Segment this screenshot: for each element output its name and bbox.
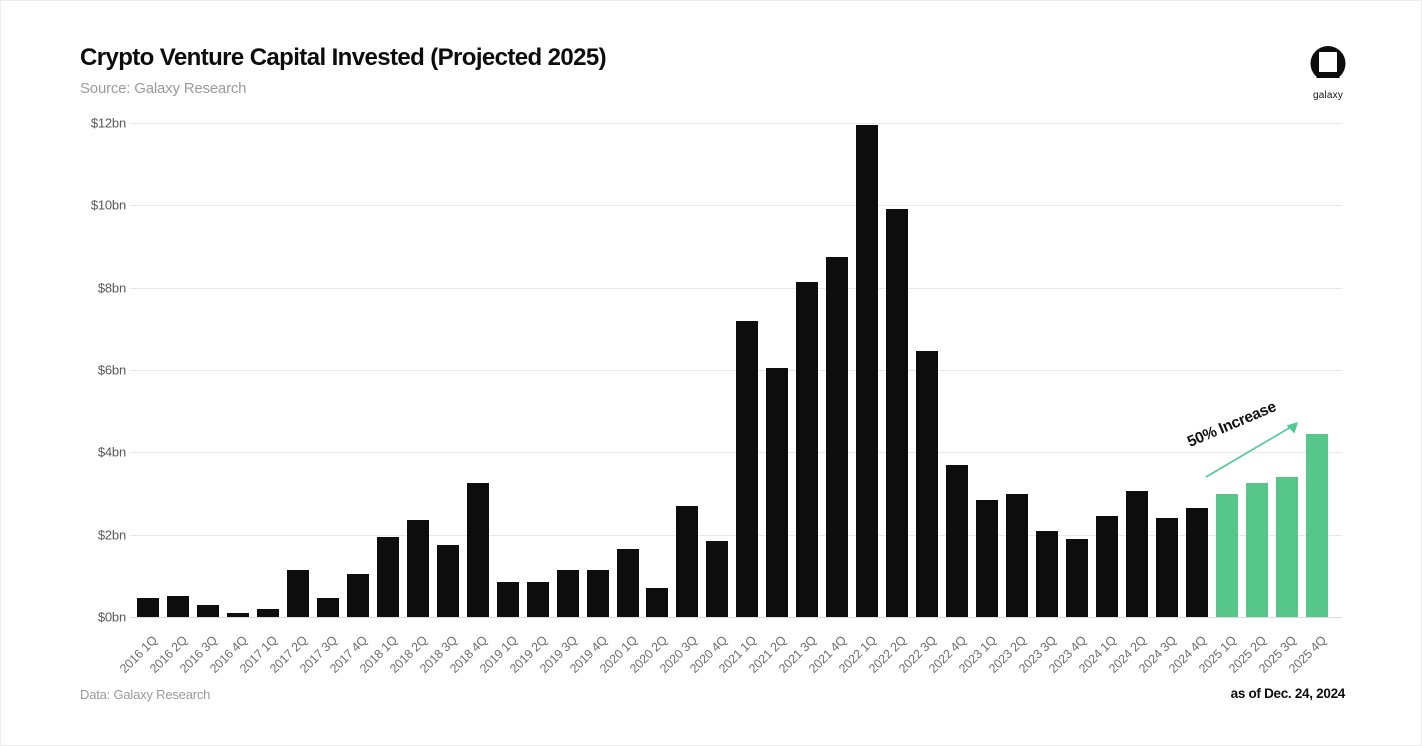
bar — [166, 596, 189, 617]
bar — [346, 573, 369, 617]
bar — [916, 351, 939, 617]
galaxy-logo: galaxy — [1304, 44, 1352, 101]
bar — [466, 483, 489, 617]
y-tick-label: $8bn — [97, 280, 126, 296]
bar — [1155, 518, 1178, 617]
bar — [586, 569, 609, 617]
bar — [976, 499, 999, 617]
bar-projected — [1215, 493, 1238, 617]
bar — [316, 598, 339, 617]
bar — [856, 125, 879, 617]
bar — [826, 256, 849, 617]
gridline — [130, 370, 1342, 371]
bar — [886, 209, 909, 617]
y-tick-label: $2bn — [97, 527, 126, 543]
bar — [1125, 491, 1148, 617]
bar — [436, 544, 459, 617]
bar — [766, 367, 789, 617]
bar — [286, 569, 309, 617]
chart-source-subtitle: Source: Galaxy Research — [80, 80, 247, 97]
y-tick-label: $12bn — [90, 115, 126, 131]
bar — [706, 540, 729, 617]
bar — [646, 588, 669, 617]
bar — [1096, 516, 1118, 617]
bar — [616, 549, 639, 617]
gridline — [130, 534, 1342, 536]
bar — [196, 604, 219, 617]
bar — [676, 505, 699, 617]
gridline — [130, 123, 1342, 124]
galaxy-logo-icon — [1306, 46, 1350, 88]
annotation-arrow-icon — [1190, 413, 1310, 490]
bar — [1185, 507, 1208, 617]
galaxy-logo-wordmark: galaxy — [1312, 90, 1344, 101]
bar — [376, 536, 399, 617]
bar — [226, 612, 249, 617]
bar — [1066, 538, 1089, 617]
y-tick-label: $6bn — [97, 362, 126, 378]
gridline — [130, 617, 1342, 618]
bar — [796, 281, 819, 617]
bar-projected — [1305, 433, 1328, 617]
footer-as-of-date: as of Dec. 24, 2024 — [1230, 686, 1346, 701]
bar — [946, 464, 969, 617]
y-tick-label: $10bn — [90, 197, 126, 213]
bar — [526, 582, 549, 617]
bar-projected — [1245, 483, 1268, 617]
bar — [556, 569, 579, 617]
y-tick-label: $4bn — [97, 444, 126, 460]
page-title: Crypto Venture Capital Invested (Project… — [80, 44, 607, 71]
bar — [1036, 530, 1059, 617]
bar — [406, 520, 429, 617]
footer-data-source: Data: Galaxy Research — [80, 687, 211, 702]
bars-container — [137, 123, 1328, 617]
bar — [256, 608, 279, 617]
gridline — [130, 205, 1342, 207]
y-tick-label: $0bn — [97, 609, 126, 625]
gridline — [130, 452, 1342, 454]
bar — [736, 320, 759, 617]
bar — [496, 582, 519, 617]
bar — [1006, 493, 1029, 617]
bar-projected — [1275, 477, 1298, 617]
bar — [137, 598, 159, 617]
gridline — [130, 287, 1342, 289]
